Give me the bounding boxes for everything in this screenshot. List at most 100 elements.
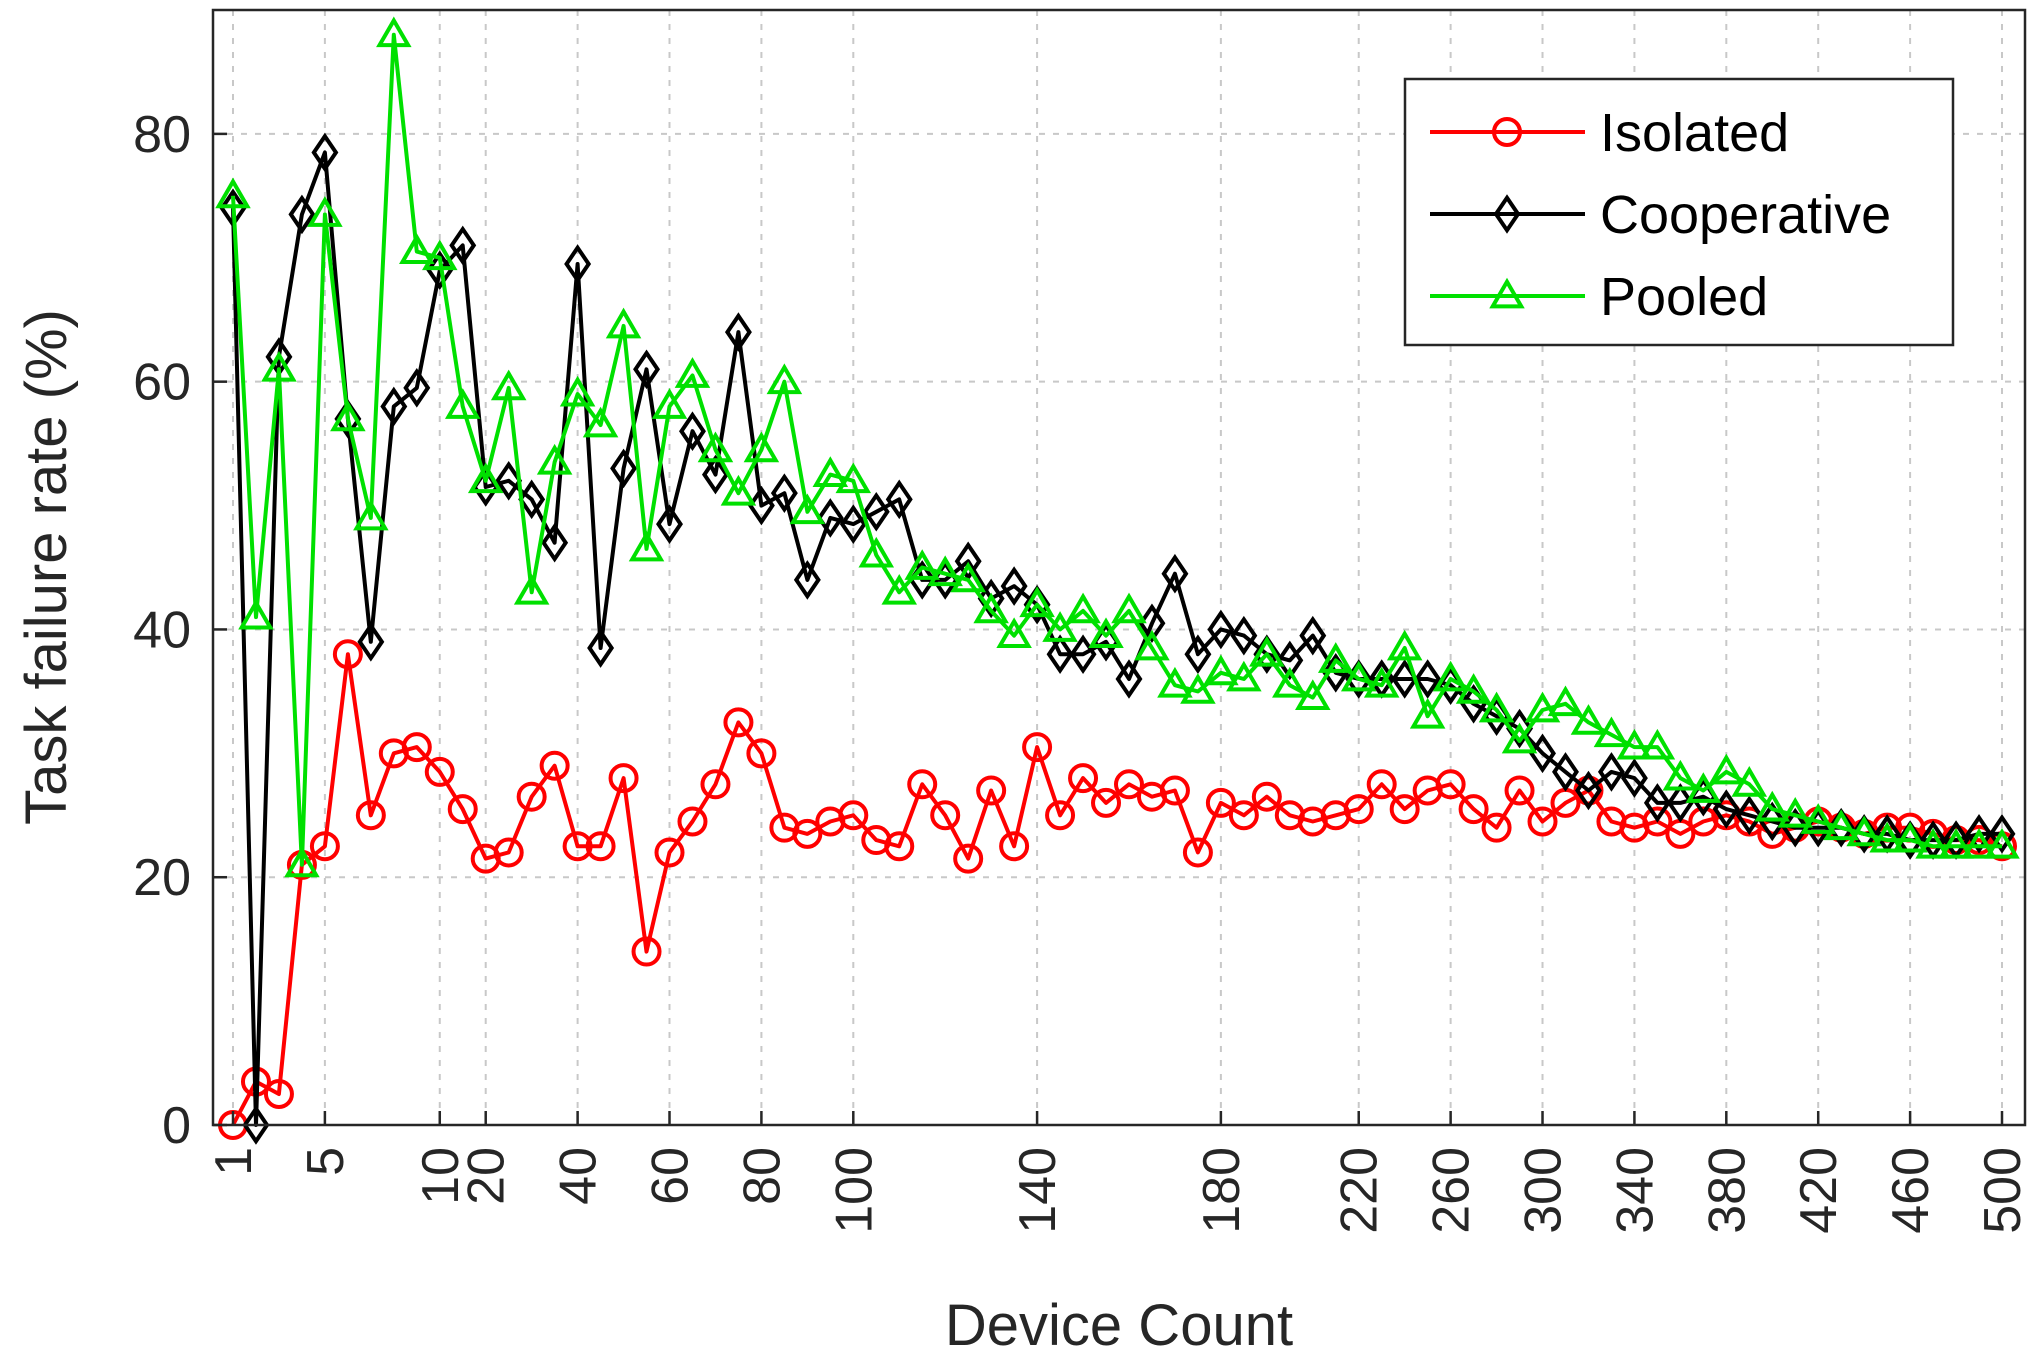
data-point-cooperative — [1666, 783, 1694, 823]
plot-frame — [211, 8, 2027, 1127]
x-tick-label: 60 — [642, 1147, 700, 1205]
data-point-cooperative — [1230, 615, 1258, 656]
data-point-pooled — [536, 443, 573, 475]
data-point-cooperative — [885, 479, 913, 520]
data-point-pooled — [1846, 815, 1882, 847]
data-point-pooled — [490, 369, 527, 401]
data-point-pooled — [1409, 697, 1446, 729]
data-point-pooled — [1088, 617, 1124, 649]
data-point-cooperative — [1781, 807, 1809, 848]
data-point-pooled — [1616, 728, 1653, 760]
data-point-isolated — [424, 756, 455, 787]
data-point-cooperative — [1643, 783, 1671, 823]
data-point-pooled — [812, 456, 849, 487]
data-point-isolated — [516, 781, 547, 812]
x-tick-label: 100 — [825, 1147, 883, 1234]
data-point-cooperative — [1184, 634, 1212, 675]
data-point-isolated — [1251, 781, 1282, 812]
data-point-pooled — [1708, 753, 1745, 785]
data-point-pooled — [1777, 796, 1814, 828]
data-point-pooled — [284, 846, 320, 878]
data-point-isolated — [838, 800, 869, 831]
legend-marker-isolated — [1492, 117, 1522, 147]
data-point-cooperative — [426, 250, 454, 290]
data-point-isolated — [608, 763, 639, 794]
data-point-pooled — [1157, 666, 1193, 698]
data-point-pooled — [1455, 673, 1492, 704]
data-point-isolated — [953, 843, 984, 874]
data-point-isolated — [355, 800, 386, 831]
data-point-pooled — [399, 233, 435, 264]
data-point-pooled — [766, 363, 803, 395]
data-point-cooperative — [541, 522, 569, 563]
data-point-isolated — [1504, 775, 1535, 806]
data-point-cooperative — [1988, 814, 2016, 854]
data-point-isolated — [1527, 806, 1558, 837]
data-point-pooled — [1639, 728, 1676, 760]
data-point-isolated — [447, 794, 478, 825]
data-point-isolated — [1366, 769, 1397, 800]
data-point-isolated — [1228, 800, 1259, 831]
data-point-isolated — [884, 831, 915, 862]
data-point-pooled — [330, 400, 366, 432]
data-point-pooled — [1938, 827, 1974, 859]
data-point-isolated — [631, 936, 662, 967]
data-point-pooled — [582, 406, 619, 438]
data-point-cooperative — [1597, 752, 1625, 792]
data-point-pooled — [789, 493, 826, 525]
data-point-pooled — [1317, 642, 1354, 673]
data-point-cooperative — [1299, 615, 1327, 656]
data-point-cooperative — [449, 225, 477, 266]
data-point-cooperative — [656, 504, 683, 544]
series-layer — [215, 16, 2020, 1145]
data-point-cooperative — [1414, 659, 1442, 699]
x-tick-label: 380 — [1698, 1147, 1756, 1234]
data-point-pooled — [421, 239, 458, 271]
legend: Isolated Cooperative Pooled — [1403, 77, 1955, 347]
data-point-cooperative — [862, 491, 890, 532]
data-point-cooperative — [1069, 634, 1097, 675]
data-point-cooperative — [1712, 789, 1740, 829]
data-point-isolated — [1113, 769, 1144, 800]
x-tick-label: 260 — [1423, 1147, 1481, 1234]
data-point-pooled — [1295, 679, 1331, 710]
data-point-cooperative — [1276, 640, 1304, 681]
data-point-cooperative — [1207, 609, 1235, 650]
legend-label-isolated: Isolated — [1600, 103, 1789, 163]
data-point-pooled — [927, 555, 963, 587]
x-axis-label: Device Count — [945, 1293, 1293, 1358]
data-point-isolated — [539, 750, 570, 781]
data-point-isolated — [309, 831, 340, 862]
data-point-isolated — [677, 806, 708, 837]
data-point-cooperative — [1574, 770, 1602, 811]
data-point-cooperative — [1529, 733, 1556, 774]
data-point-cooperative — [701, 454, 729, 495]
y-axis-label: Task failure rate (%) — [14, 309, 79, 825]
data-point-pooled — [1501, 722, 1538, 754]
data-point-pooled — [996, 617, 1032, 649]
data-point-pooled — [1340, 660, 1377, 692]
data-point-pooled — [697, 431, 734, 463]
data-point-pooled — [605, 307, 642, 339]
data-point-isolated — [746, 738, 777, 769]
data-point-pooled — [1203, 654, 1239, 686]
data-point-pooled — [1800, 803, 1836, 834]
x-tick-label: 1 — [205, 1147, 263, 1176]
x-tick-label: 10 — [412, 1147, 470, 1205]
x-tick-label: 340 — [1606, 1147, 1664, 1234]
data-point-pooled — [238, 598, 274, 630]
data-point-pooled — [1019, 586, 1055, 618]
data-point-pooled — [261, 350, 297, 382]
data-point-pooled — [950, 561, 986, 593]
data-point-pooled — [1226, 660, 1262, 692]
data-point-isolated — [1068, 763, 1099, 794]
data-point-cooperative — [793, 560, 821, 600]
data-point-cooperative — [1115, 659, 1143, 699]
data-point-pooled — [307, 196, 343, 227]
data-point-pooled — [1731, 766, 1768, 797]
data-point-pooled — [628, 530, 665, 562]
x-tick-label: 80 — [733, 1147, 791, 1205]
data-point-pooled — [1754, 790, 1791, 822]
